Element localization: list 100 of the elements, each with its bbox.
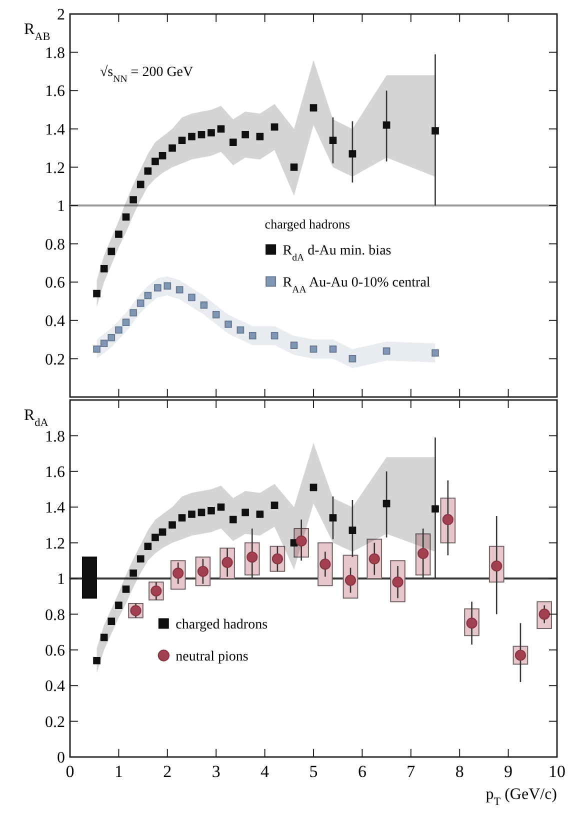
y-tick-label: 1.4 xyxy=(45,500,65,517)
y-tick-label: 0.8 xyxy=(45,606,65,624)
point xyxy=(432,349,439,357)
point xyxy=(310,484,318,492)
point xyxy=(136,300,144,307)
point xyxy=(152,158,159,166)
point xyxy=(329,514,337,522)
point xyxy=(348,150,356,158)
point xyxy=(93,656,100,664)
y-tick-label: 1 xyxy=(57,571,65,588)
point xyxy=(122,586,130,593)
point xyxy=(136,180,144,188)
point xyxy=(100,265,108,272)
x-tick-label: 7 xyxy=(406,762,416,781)
legend-title: charged hadrons xyxy=(264,216,350,232)
point xyxy=(208,129,215,136)
x-axis-title: p$_{T}$ (GeV/c) xyxy=(486,786,557,808)
point xyxy=(198,508,206,516)
point xyxy=(176,286,184,294)
y-tick-label: 1.8 xyxy=(45,44,65,62)
point xyxy=(93,345,100,353)
y-tick-label: 0.4 xyxy=(45,678,65,696)
y-tick-label: 0.2 xyxy=(45,714,65,731)
point xyxy=(229,516,237,524)
x-tick-label: 6 xyxy=(358,762,366,781)
point xyxy=(100,340,108,348)
point xyxy=(217,125,225,133)
legend-label: R$_{AA}$ Au-Au 0-10% central xyxy=(282,275,430,295)
point xyxy=(256,132,264,140)
point xyxy=(122,318,130,326)
point xyxy=(115,326,122,334)
x-tick-label: 5 xyxy=(309,762,318,781)
x-tick-label: 8 xyxy=(455,762,464,781)
point xyxy=(310,104,318,112)
x-tick-label: 3 xyxy=(212,762,220,781)
point xyxy=(158,152,166,160)
point xyxy=(144,292,152,300)
y-tick-label: 0.6 xyxy=(45,274,65,292)
point xyxy=(144,167,152,175)
x-tick-label: 4 xyxy=(260,762,270,781)
point xyxy=(382,500,390,508)
point xyxy=(382,347,390,355)
bar xyxy=(82,556,97,599)
point xyxy=(212,310,220,318)
legend-label: charged hadrons xyxy=(176,617,268,632)
point xyxy=(348,526,356,534)
point xyxy=(188,510,196,518)
point xyxy=(158,528,166,536)
point xyxy=(115,602,122,609)
point xyxy=(270,502,278,509)
y-tick-label: 0.6 xyxy=(45,642,65,660)
point xyxy=(329,345,337,353)
point xyxy=(348,355,356,362)
point xyxy=(382,121,390,129)
annotation: √s$_{NN}$ = 200 GeV xyxy=(100,64,194,84)
x-tick-label: 10 xyxy=(548,762,566,781)
point xyxy=(270,332,278,340)
point xyxy=(115,230,122,238)
point xyxy=(130,196,137,204)
y-tick-label: 0.2 xyxy=(45,351,65,368)
y-tick-label: 1.4 xyxy=(45,122,65,138)
point xyxy=(229,138,237,146)
y-tick-label: 1.2 xyxy=(45,535,65,552)
point xyxy=(130,569,137,577)
y-tick-label: 0.8 xyxy=(45,236,65,254)
point xyxy=(248,332,256,340)
point xyxy=(290,164,298,171)
point xyxy=(168,521,176,529)
y-tick-label: 0 xyxy=(57,750,65,767)
point xyxy=(432,505,439,513)
y-axis-title: R$_{AB}$ xyxy=(24,21,50,43)
y-tick-label: 1.6 xyxy=(45,83,65,100)
point xyxy=(168,144,176,152)
point xyxy=(152,534,159,542)
y-tick-label: 2 xyxy=(57,6,65,24)
point xyxy=(136,555,144,563)
point xyxy=(270,123,278,131)
point xyxy=(290,342,298,349)
legend-label: R$_{dA}$ d-Au min. bias xyxy=(282,243,392,263)
point xyxy=(310,345,318,353)
point xyxy=(108,248,116,256)
y-tick-label: 0.4 xyxy=(45,313,65,330)
legend-label: neutral pions xyxy=(176,649,248,664)
point xyxy=(178,514,186,522)
point xyxy=(224,320,232,328)
point xyxy=(217,503,225,511)
x-tick-label: 2 xyxy=(163,762,172,781)
point xyxy=(200,301,208,309)
point xyxy=(100,634,108,642)
point xyxy=(108,618,116,626)
point xyxy=(242,130,249,138)
point xyxy=(144,542,152,550)
point xyxy=(108,334,116,342)
point xyxy=(154,284,162,292)
point xyxy=(130,309,137,316)
point xyxy=(208,507,215,514)
point xyxy=(236,326,244,334)
point xyxy=(188,132,196,140)
point xyxy=(432,127,439,134)
x-tick-label: 9 xyxy=(504,762,513,781)
